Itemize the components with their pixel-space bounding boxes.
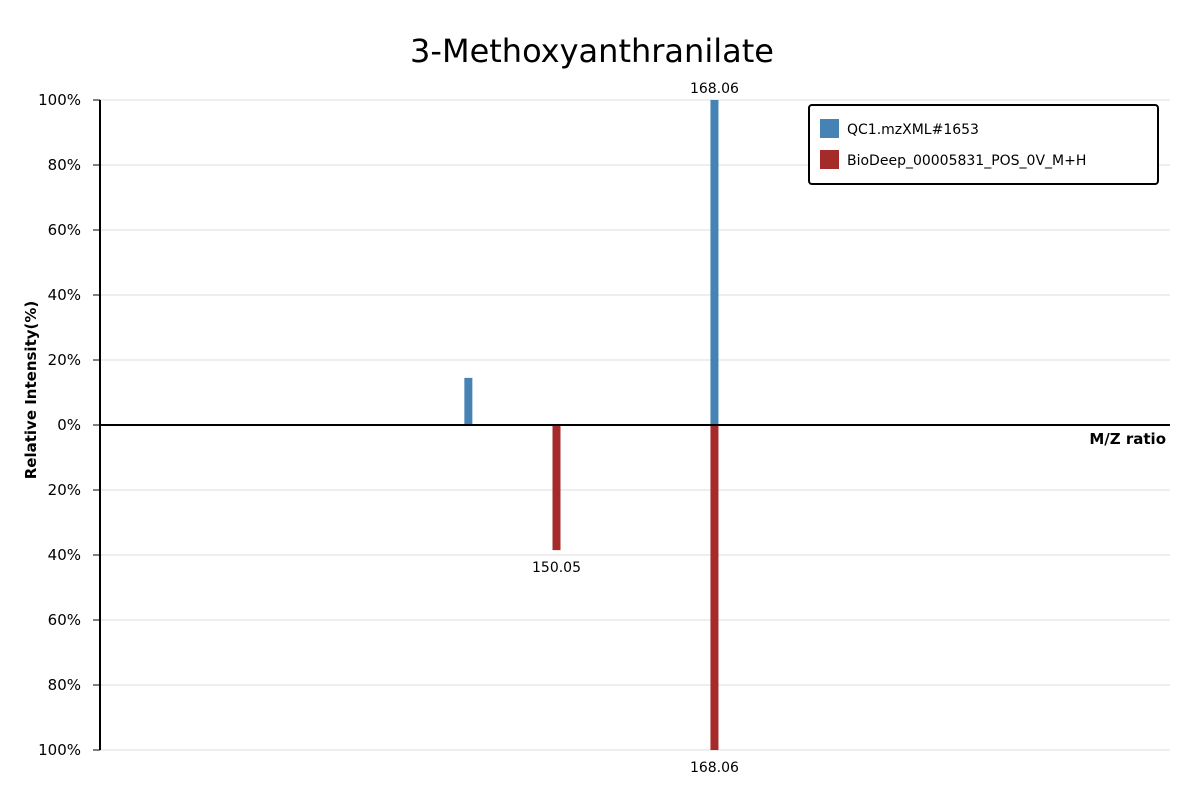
x-axis-label: M/Z ratio — [1089, 430, 1166, 448]
legend: QC1.mzXML#1653 BioDeep_00005831_POS_0V_M+… — [808, 104, 1159, 185]
peak-label: 168.06 — [690, 760, 739, 776]
peak-bars — [464, 100, 719, 750]
y-tick-label: 60% — [48, 221, 81, 239]
legend-swatch — [820, 119, 839, 138]
chart-title: 3-Methoxyanthranilate — [410, 32, 774, 70]
y-tick-label: 0% — [57, 416, 81, 434]
peak-bar — [464, 377, 473, 425]
peak-labels: 168.06 150.05 168.06 — [532, 81, 739, 776]
peak-label: 168.06 — [690, 81, 739, 97]
grid-lines — [100, 99, 1170, 751]
y-axis-label: Relative Intensity(%) — [22, 301, 40, 480]
y-tick-label: 20% — [48, 351, 81, 369]
y-tick-label: 100% — [38, 741, 81, 759]
axes — [99, 100, 1170, 750]
y-axis-ticks: 100% 80% 60% 40% 20% 0% 20% 40% 60% 80% 100% — [38, 91, 100, 759]
y-tick-label: 80% — [48, 676, 81, 694]
y-tick-label: 40% — [48, 546, 81, 564]
y-tick-label: 80% — [48, 156, 81, 174]
y-tick-label: 60% — [48, 611, 81, 629]
peak-bar — [710, 425, 719, 750]
y-tick-label: 20% — [48, 481, 81, 499]
legend-swatch — [820, 150, 839, 169]
legend-entry: BioDeep_00005831_POS_0V_M+H — [847, 153, 1086, 169]
y-tick-label: 100% — [38, 91, 81, 109]
peak-bar — [552, 425, 561, 551]
peak-bar — [710, 100, 719, 425]
peak-label: 150.05 — [532, 560, 581, 576]
y-tick-label: 40% — [48, 286, 81, 304]
legend-box — [808, 104, 1159, 185]
legend-entry: QC1.mzXML#1653 — [847, 122, 979, 138]
